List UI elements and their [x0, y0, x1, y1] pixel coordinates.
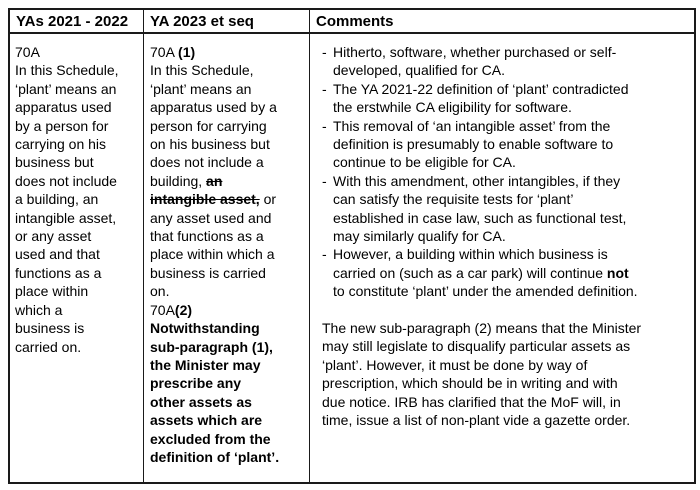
comment-paragraph-subparagraph-2: The new sub-paragraph (2) means that the…: [322, 320, 642, 429]
comment-bullet-software-ca: - Hitherto, software, whether purchased …: [322, 43, 688, 80]
bullet-dash: -: [322, 117, 327, 134]
comment-bullet-text: The YA 2021-22 definition of ‘plant’ con…: [333, 80, 629, 116]
cell-old-law: 70A In this Schedule, ‘plant’ means an a…: [10, 34, 144, 482]
comment-bullet-removal-intangible: - This removal of ‘an intangible asset’ …: [322, 117, 688, 172]
comment-bullet-text: Hitherto, software, whether purchased or…: [333, 44, 617, 79]
column-header-ya-2023-et-seq: YA 2023 et seq: [144, 10, 310, 34]
comment-bullet-contradiction: - The YA 2021-22 definition of ‘plant’ c…: [322, 80, 688, 117]
new-law-text: 70A (1) In this Schedule, ‘plant’ means …: [150, 44, 280, 465]
law-comparison-table: YAs 2021 - 2022 YA 2023 et seq Comments …: [8, 8, 696, 484]
cell-new-law: 70A (1) In this Schedule, ‘plant’ means …: [144, 34, 310, 482]
comment-bullet-other-intangibles: - With this amendment, other intangibles…: [322, 172, 688, 246]
comment-bullet-text: This removal of ‘an intangible asset’ fr…: [333, 117, 614, 171]
comment-bullet-text: With this amendment, other intangibles, …: [333, 172, 627, 245]
bullet-dash: -: [322, 172, 327, 189]
old-law-text: 70A In this Schedule, ‘plant’ means an a…: [15, 44, 119, 355]
column-header-yas-2021-2022: YAs 2021 - 2022: [10, 10, 144, 34]
cell-comments: - Hitherto, software, whether purchased …: [310, 34, 694, 482]
comment-bullet-building-not-plant: - However, a building within which busin…: [322, 245, 688, 300]
bullet-dash: -: [322, 80, 327, 97]
bullet-dash: -: [322, 246, 327, 263]
column-header-comments: Comments: [310, 10, 694, 34]
bullet-dash: -: [322, 44, 327, 60]
comment-bullet-text: However, a building within which busines…: [333, 246, 638, 300]
